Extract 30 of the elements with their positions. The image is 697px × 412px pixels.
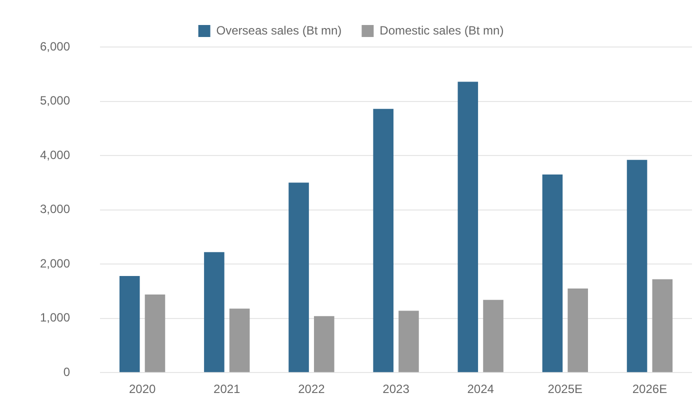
bar (626, 160, 648, 372)
y-tick-label: 6,000 (40, 39, 70, 54)
bar (483, 300, 504, 372)
y-tick-label: 5,000 (40, 94, 70, 108)
x-tick-label: 2026E (632, 382, 668, 396)
bar (288, 182, 309, 372)
y-tick-label: 2,000 (40, 256, 70, 270)
bar (652, 279, 673, 372)
y-tick-label: 1,000 (40, 310, 70, 325)
x-tick-label: 2021 (214, 382, 241, 396)
bar (119, 276, 140, 372)
bar (542, 174, 563, 372)
x-tick-label: 2022 (298, 382, 326, 396)
bar (229, 308, 250, 372)
x-tick-label: 2025E (548, 382, 582, 396)
bar (373, 108, 394, 372)
y-tick-label: 4,000 (40, 148, 70, 162)
y-tick-label: 0 (63, 364, 70, 379)
bar (568, 288, 588, 372)
y-tick-label: 3,000 (40, 202, 70, 216)
bar (314, 316, 334, 372)
legend-label: Domestic sales (Bt mn) (380, 23, 504, 38)
bar (204, 252, 224, 372)
bar (398, 310, 419, 372)
legend-label: Overseas sales (Bt mn) (216, 23, 342, 38)
x-tick-label: 2024 (467, 382, 494, 396)
x-tick-label: 2020 (128, 382, 156, 396)
bar (144, 294, 166, 372)
bar (458, 82, 478, 372)
x-tick-label: 2023 (382, 382, 410, 396)
